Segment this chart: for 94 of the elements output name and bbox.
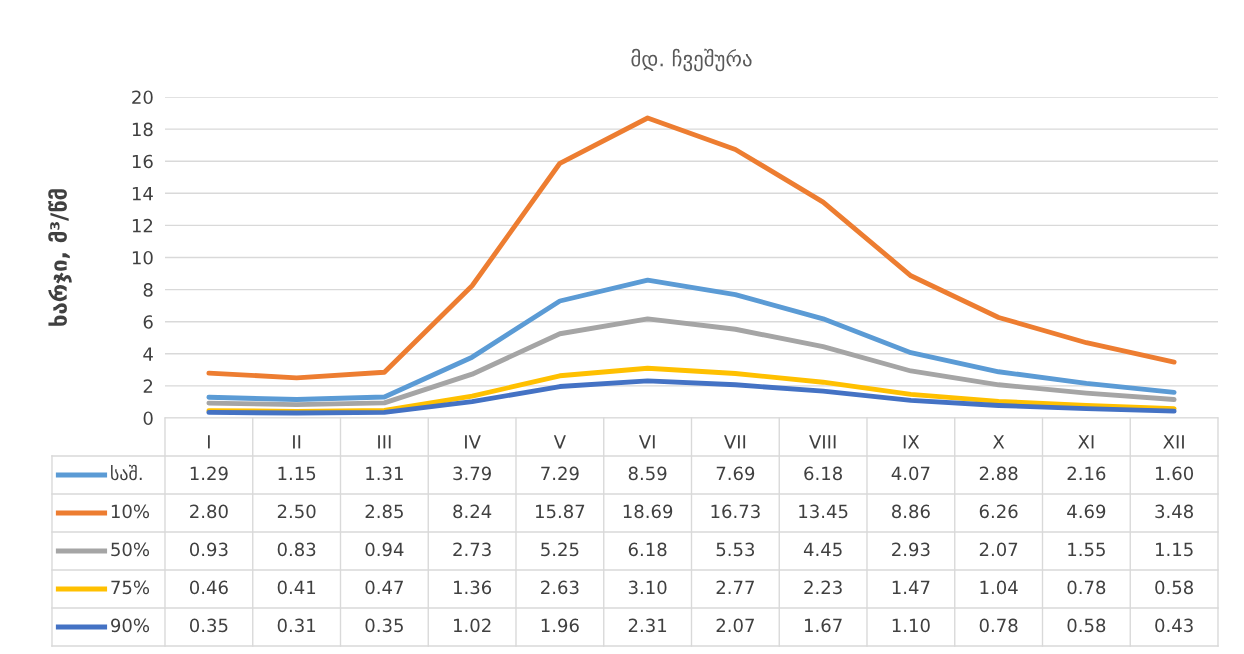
data-label: 1.96 bbox=[541, 618, 579, 633]
data-label: 1.67 bbox=[805, 618, 842, 633]
data-label: 2.80 bbox=[190, 504, 228, 519]
data-label: 4.69 bbox=[1067, 504, 1106, 519]
data-label: 1.10 bbox=[892, 618, 930, 633]
x-tick-label: I bbox=[207, 435, 210, 449]
x-tick-label: XI bbox=[1078, 435, 1094, 449]
data-label: 1.47 bbox=[892, 580, 930, 594]
data-label: 18.69 bbox=[623, 504, 673, 519]
x-tick-label: III bbox=[378, 435, 391, 449]
data-label: 1.04 bbox=[980, 580, 1018, 595]
data-label: 1.36 bbox=[454, 580, 492, 595]
x-tick-label: VI bbox=[638, 435, 655, 449]
line-series bbox=[206, 378, 1177, 416]
line-series bbox=[206, 115, 1177, 381]
legend-label: საშ. bbox=[111, 464, 142, 481]
data-label: 0.93 bbox=[189, 542, 228, 557]
chart-title: მდ. ჩვეშურა bbox=[631, 48, 752, 72]
data-label: 3.48 bbox=[1155, 504, 1193, 519]
data-label: 2.85 bbox=[365, 504, 403, 519]
data-label: 6.18 bbox=[804, 466, 842, 481]
data-label: 0.35 bbox=[189, 618, 228, 633]
data-label: 2.77 bbox=[716, 580, 754, 594]
data-label: 1.31 bbox=[366, 466, 403, 481]
data-label: 0.35 bbox=[365, 618, 403, 633]
y-tick-label: 12 bbox=[132, 218, 153, 233]
y-tick-label: 6 bbox=[143, 315, 153, 329]
data-label: 4.45 bbox=[803, 542, 842, 557]
data-label: 0.47 bbox=[365, 580, 403, 595]
data-label: 0.78 bbox=[1067, 580, 1106, 595]
line-series bbox=[206, 316, 1177, 408]
x-tick-label: VIII bbox=[809, 435, 836, 449]
y-tick-label: 18 bbox=[132, 122, 153, 137]
line-series bbox=[206, 277, 1177, 402]
legend-label: 90% bbox=[111, 618, 150, 633]
data-label: 1.15 bbox=[278, 466, 316, 481]
data-label: 0.41 bbox=[277, 580, 316, 595]
data-label: 13.45 bbox=[799, 504, 848, 519]
data-label: 1.29 bbox=[190, 466, 228, 481]
data-label: 2.16 bbox=[1067, 466, 1106, 481]
data-label: 0.58 bbox=[1155, 580, 1193, 595]
x-tick-label: IV bbox=[465, 435, 481, 449]
y-axis-title: ხარჯი, მ³/წმ bbox=[48, 189, 72, 326]
data-label: 8.86 bbox=[892, 504, 930, 519]
y-tick-label: 4 bbox=[143, 347, 153, 361]
y-tick-label: 14 bbox=[132, 187, 153, 201]
x-tick-label: X bbox=[992, 435, 1005, 449]
legend-label: 10% bbox=[111, 504, 150, 519]
data-label: 2.73 bbox=[453, 542, 491, 557]
x-tick-label: VII bbox=[724, 435, 746, 449]
data-label: 7.29 bbox=[541, 466, 579, 481]
data-label: 5.25 bbox=[541, 542, 579, 557]
data-label: 2.93 bbox=[892, 542, 930, 557]
data-label: 1.55 bbox=[1068, 542, 1105, 557]
data-label: 3.79 bbox=[453, 466, 491, 481]
data-label: 0.94 bbox=[365, 542, 404, 557]
data-label: 2.31 bbox=[628, 618, 667, 633]
data-label: 2.23 bbox=[804, 580, 842, 595]
data-label: 0.43 bbox=[1155, 618, 1193, 633]
data-label: 3.10 bbox=[628, 580, 667, 595]
data-label: 2.07 bbox=[979, 542, 1018, 557]
y-tick-label: 2 bbox=[143, 379, 153, 393]
data-label: 2.88 bbox=[979, 466, 1018, 481]
x-tick-label: IX bbox=[903, 435, 920, 449]
x-tick-label: XII bbox=[1163, 435, 1184, 449]
data-label: 0.58 bbox=[1067, 618, 1106, 633]
data-label: 0.78 bbox=[979, 618, 1018, 633]
data-label: 2.07 bbox=[716, 618, 754, 633]
y-tick-label: 20 bbox=[132, 90, 153, 105]
y-tick-label: 10 bbox=[132, 250, 153, 265]
x-tick-label: II bbox=[293, 435, 301, 449]
data-label: 6.18 bbox=[628, 542, 667, 557]
data-label: 1.15 bbox=[1156, 542, 1193, 557]
data-label: 8.59 bbox=[628, 466, 667, 481]
data-label: 0.46 bbox=[189, 580, 228, 595]
data-label: 0.31 bbox=[277, 618, 316, 633]
data-label: 0.83 bbox=[277, 542, 316, 557]
data-label: 2.63 bbox=[541, 580, 579, 595]
data-label: 1.60 bbox=[1156, 466, 1194, 481]
data-label: 6.26 bbox=[979, 504, 1018, 519]
x-tick-label: V bbox=[553, 435, 566, 449]
y-tick-label: 8 bbox=[143, 283, 153, 297]
data-label: 15.87 bbox=[536, 504, 585, 519]
data-label: 16.73 bbox=[711, 504, 760, 519]
data-label: 5.53 bbox=[716, 542, 755, 557]
data-label: 7.69 bbox=[716, 466, 755, 481]
data-label: 8.24 bbox=[453, 504, 492, 519]
data-label: 1.02 bbox=[454, 618, 491, 633]
legend-label: 75% bbox=[111, 580, 150, 595]
data-label: 2.50 bbox=[277, 504, 316, 519]
y-tick-label: 0 bbox=[143, 411, 153, 426]
y-tick-label: 16 bbox=[132, 154, 153, 169]
data-label: 4.07 bbox=[891, 466, 930, 481]
legend-label: 50% bbox=[111, 542, 150, 557]
